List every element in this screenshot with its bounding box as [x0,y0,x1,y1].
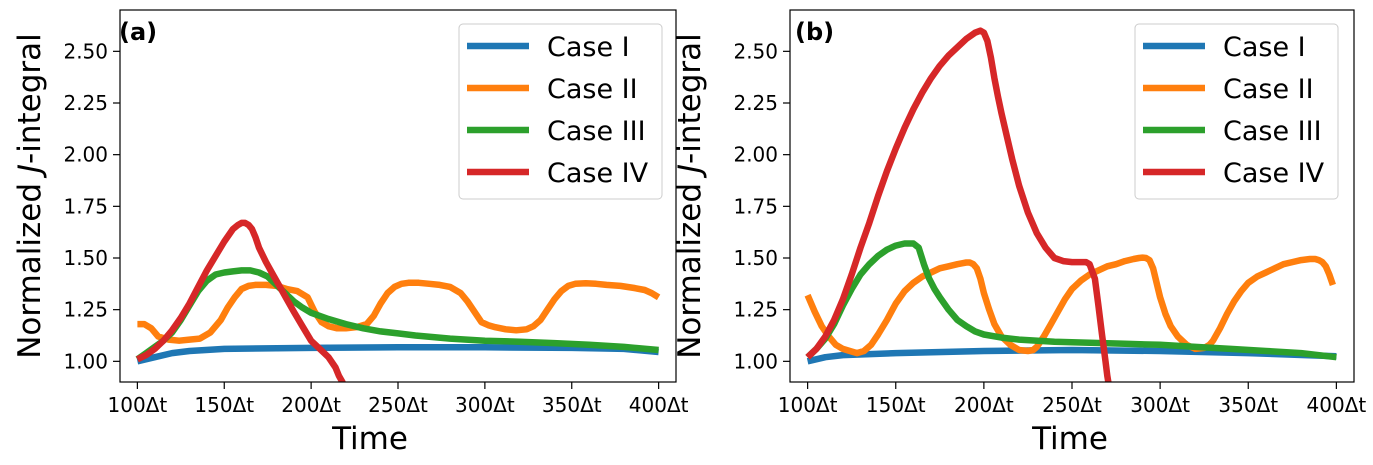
y-ticks: 1.00 1.25 1.50 1.75 2.00 2.25 2.50 [63,39,120,373]
x-tick-label: 200Δt [281,393,341,417]
y-axis-label: Normalized J-integral [672,33,708,359]
x-tick-label: 200Δt [954,393,1014,417]
legend-label: Case II [547,74,638,105]
y-tick-label: 2.50 [733,39,778,63]
y-tick-label: 2.00 [63,143,108,167]
legend-label: Case III [547,116,646,147]
panel-label: (a) [119,18,157,46]
y-tick-label: 1.25 [733,298,778,322]
y-label-prefix: Normalized [672,173,708,359]
y-tick-label: 2.00 [733,143,778,167]
legend-label: Case I [1223,32,1306,63]
legend: Case I Case II Case III Case IV [458,23,663,200]
series-line-case-4 [805,27,1112,382]
x-tick-label: 100Δt [778,393,838,417]
y-axis-label: Normalized J-integral [12,33,48,359]
legend-label: Case II [1223,74,1314,105]
legend-label: Case III [1223,116,1322,147]
series-line-case-2 [137,279,661,344]
y-label-prefix: Normalized [12,173,48,359]
legend-label: Case IV [547,158,649,189]
series-line-case-3 [805,240,1337,361]
x-tick-label: 150Δt [866,393,926,417]
legend-label: Case I [547,32,630,63]
legend: Case I Case II Case III Case IV [1134,23,1339,200]
x-tick-label: 300Δt [455,393,515,417]
panel-a: Normalized J-integral 100Δt 150Δt 200Δt 250… [12,9,689,457]
y-tick-label: 1.25 [63,298,108,322]
series-line-case-4 [135,219,346,382]
y-axis-label-text: Normalized J-integral [672,33,708,359]
y-tick-label: 1.50 [733,246,778,270]
x-tick-label: 350Δt [1218,393,1278,417]
legend-label: Case IV [1223,158,1325,189]
panel-b: Normalized J-integral 100Δt 150Δt 200Δt 250… [672,9,1367,457]
y-tick-label: 1.00 [733,349,778,373]
panel-label: (b) [795,18,834,46]
y-tick-label: 1.75 [63,194,108,218]
y-tick-label: 1.00 [63,349,108,373]
y-axis-label-text: Normalized J-integral [12,33,48,359]
y-tick-label: 2.50 [63,39,108,63]
series-layer [804,27,1337,382]
x-tick-label: 150Δt [194,393,254,417]
x-tick-label: 400Δt [629,393,689,417]
y-tick-label: 2.25 [63,91,108,115]
x-tick-label: 350Δt [542,393,602,417]
y-ticks: 1.00 1.25 1.50 1.75 2.00 2.25 2.50 [733,39,790,373]
x-ticks: 100Δt 150Δt 200Δt 250Δt 300Δt 350Δt 400Δt [108,382,689,417]
series-layer [135,219,661,382]
y-tick-label: 2.25 [733,91,778,115]
series-line-case-1 [806,346,1337,365]
y-label-suffix: -integral [12,33,48,164]
y-tick-label: 1.75 [733,194,778,218]
legend-box [1134,23,1339,200]
x-tick-label: 100Δt [108,393,168,417]
y-label-suffix: -integral [672,33,708,164]
x-tick-label: 250Δt [368,393,428,417]
legend-box [458,23,663,200]
x-axis-label: Time [1031,421,1108,457]
x-tick-label: 400Δt [1307,393,1367,417]
x-axis-label: Time [331,421,408,457]
x-tick-label: 300Δt [1130,393,1190,417]
series-line-case-2 [804,254,1336,357]
y-tick-label: 1.50 [63,246,108,270]
series-line-case-1 [136,344,659,365]
x-ticks: 100Δt 150Δt 200Δt 250Δt 300Δt 350Δt 400Δt [778,382,1367,417]
x-tick-label: 250Δt [1042,393,1102,417]
